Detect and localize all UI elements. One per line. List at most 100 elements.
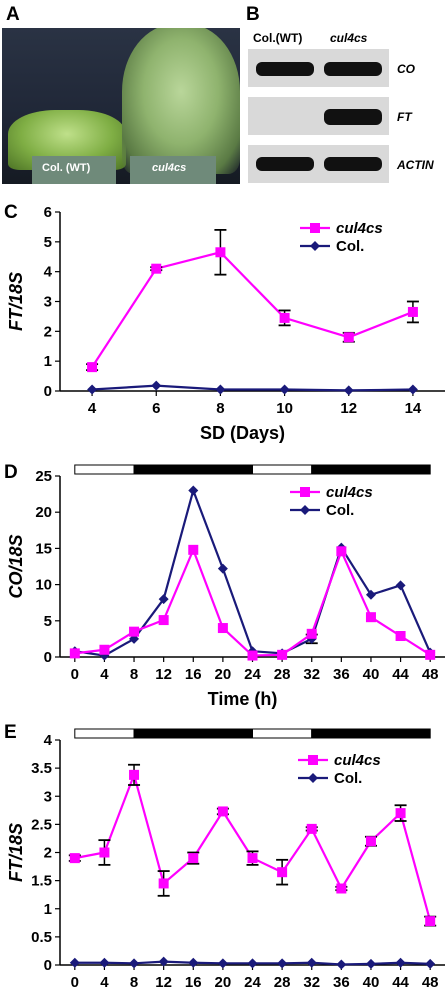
panel-d-ytick-label-2: 10 [35,577,52,594]
panel-e-xtick-label-11: 44 [392,974,409,991]
panel-e-series-cul4cs-point-3 [158,878,169,889]
panel-e-legend-col-marker [308,773,318,783]
panel-e-series-col-point-6 [247,958,258,969]
panel-d-photoperiod-light-0 [74,464,135,475]
panel-d-series-cul4cs-point-6 [247,650,258,661]
wt-pot [32,156,116,184]
panel-d-ytick-label-5: 25 [35,468,52,485]
panel-d-ytick-label-4: 20 [35,504,52,521]
panel-e-xtick-label-3: 12 [155,974,172,991]
panel-e-ytick-label-1: 0.5 [31,929,52,946]
panel-e-series-cul4cs-point-9 [336,883,347,894]
panel-e-series-cul4cs-point-1 [99,847,110,858]
gel-label-actin: ACTIN [397,158,434,172]
panel-c-series-cul4cs-point-3 [279,312,290,323]
panel-e-xtick-label-6: 24 [244,974,261,991]
panel-c-ytick-label-2: 2 [44,323,52,340]
panel-d-ytick-label-0: 0 [44,649,52,666]
panel-c-series-cul4cs-point-4 [343,332,354,343]
panel-d-ylabel: CO/18S [6,534,26,598]
panel-e-ylabel: FT/18S [6,823,26,882]
cul4cs-photo-label: cul4cs [152,162,187,174]
panel-d-series-cul4cs-point-1 [99,644,110,655]
panel-e-series-cul4cs-point-6 [247,853,258,864]
panel-e-series-cul4cs-point-8 [306,823,317,834]
panel-d-series-cul4cs-point-3 [158,615,169,626]
panel-d-xtick-label-7: 28 [274,666,291,683]
panel-d-series-cul4cs-point-10 [365,612,376,623]
panel-e-ytick-label-5: 2.5 [31,816,52,833]
gel-row-co [248,49,389,87]
panel-e-series-col-point-12 [425,958,436,969]
panel-e-series-col-point-8 [306,957,317,968]
panel-d-series-col-point-12 [425,647,436,658]
panel-c-legend-cul4cs-marker [310,223,320,233]
panel-e-series-cul4cs-point-7 [277,867,288,878]
panel-c-series-col-point-3 [279,384,290,395]
panel-e-photoperiod-dark-3 [311,728,431,739]
panel-d-xlabel: Time (h) [208,689,278,709]
panel-d-series-col-point-9 [336,542,347,553]
panel-d-series-cul4cs-point-8 [306,628,317,639]
panel-c-series-col-point-5 [407,384,418,395]
panel-d-legend-col-label: Col. [326,502,354,519]
panel-c-xtick-label-3: 10 [276,400,293,417]
panel-d-xtick-label-4: 16 [185,666,202,683]
panel-e-series-cul4cs-point-10 [365,836,376,847]
panel-d-photoperiod-dark-1 [133,464,254,475]
panel-e-legend-cul4cs-label: cul4cs [334,752,381,769]
panel-d-xtick-label-10: 40 [363,666,380,683]
panel-c-legend-col-label: Col. [336,238,364,255]
gel-row-ft [248,97,389,135]
panel-c-ytick-label-3: 3 [44,294,52,311]
panel-d-series-col-point-0 [69,646,80,657]
panel-a-letter: A [6,4,20,25]
panel-c-letter: C [4,202,18,223]
panel-e-photoperiod-light-0 [74,728,135,739]
panel-d-letter: D [4,462,18,483]
panel-d-xtick-label-1: 4 [100,666,109,683]
panel-e-series-col-point-3 [158,956,169,967]
panel-c-xtick-label-5: 14 [405,400,422,417]
panel-e-series-col-point-11 [395,957,406,968]
panel-c-series-cul4cs-line [91,251,414,368]
panel-e-series-cul4cs-point-12 [425,916,436,927]
panel-d-xtick-label-6: 24 [244,666,261,683]
panel-d-series-col-point-3 [158,594,169,605]
panel-e-series-col-point-7 [277,958,288,969]
gel-column-wt: Col.(WT) [253,31,303,45]
panel-c-series-col-point-1 [151,380,162,391]
gel-column-cul4cs: cul4cs [330,31,368,45]
panel-e-xtick-label-5: 20 [215,974,232,991]
wt-label: Col. (WT) [42,162,91,174]
panel-c-xtick-label-2: 8 [216,400,224,417]
panel-e-xtick-label-9: 36 [333,974,350,991]
panel-e-ytick-label-4: 2 [44,845,52,862]
panel-e-legend-cul4cs-marker [308,755,318,765]
panel-d-series-col-point-11 [395,580,406,591]
panel-e-xtick-label-7: 28 [274,974,291,991]
panel-c-legend-col-marker [310,241,320,251]
panel-e-ytick-label-0: 0 [44,957,52,974]
panel-c-ylabel: FT/18S [6,272,26,331]
panel-b-letter: B [246,4,260,25]
gel-image [248,49,389,183]
panel-d-series-col-line [74,486,432,657]
panel-d-xtick-label-8: 32 [303,666,320,683]
panel-d-series-cul4cs-line [74,546,431,657]
panel-d-series-cul4cs-point-7 [277,649,288,660]
panel-e-series-col-point-5 [217,958,228,969]
plant-photo: Col. (WT) cul4cs [2,28,240,184]
cul4cs-pot [130,156,216,184]
panel-e-series-col-point-4 [188,957,199,968]
panel-d-legend-cul4cs-marker [300,487,310,497]
panel-c-ytick-label-0: 0 [44,383,52,400]
panel-d-series-cul4cs-point-2 [129,626,140,637]
panel-d-series-col-point-7 [277,648,288,659]
panel-c-ytick-label-5: 5 [44,234,52,251]
panel-d-xtick-label-0: 0 [71,666,79,683]
panel-c-ytick-label-4: 4 [44,264,53,281]
panel-d-legend-col-marker [300,505,310,515]
panel-d-series-cul4cs-point-12 [425,649,436,660]
panel-d-photoperiod-dark-3 [311,464,431,475]
